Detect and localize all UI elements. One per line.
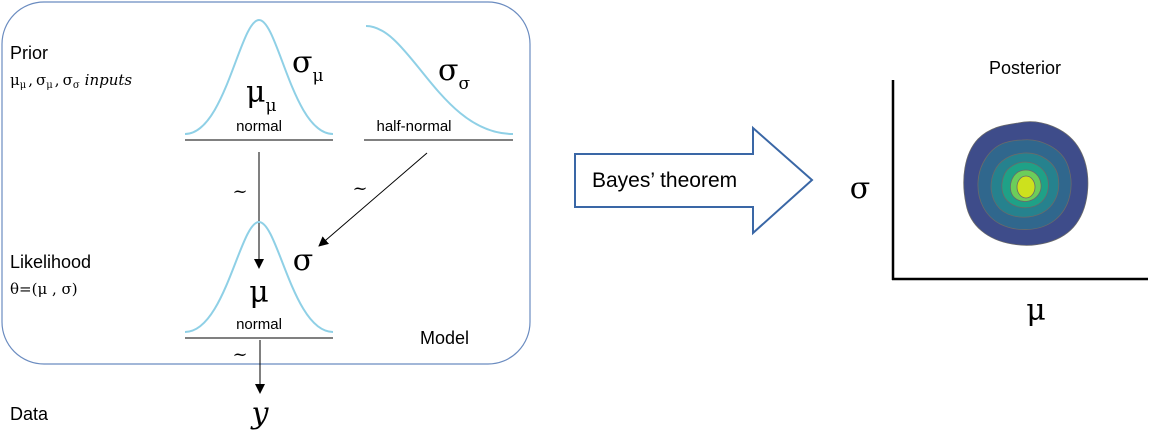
tilde-data-edge: ~ — [232, 344, 247, 365]
edge-sigma-prior-to-likelihood — [318, 152, 428, 247]
likelihood-sigma-symbol: σ — [293, 243, 313, 278]
likelihood-theta: θ=(μ , σ) — [10, 280, 78, 298]
posterior-xlabel: μ — [1026, 293, 1046, 328]
prior-sigma-sigma-symbol: σσ — [438, 53, 470, 94]
bayes-theorem-arrow — [574, 125, 814, 236]
data-y-symbol: y — [250, 396, 270, 431]
prior-mu-mu-symbol: μμ — [246, 75, 277, 116]
posterior-title: Posterior — [989, 58, 1061, 78]
tilde-mu-edge: ~ — [232, 181, 247, 202]
likelihood-normal-label: normal — [236, 316, 282, 333]
prior-normal-label: normal — [236, 118, 282, 135]
data-label: Data — [10, 404, 49, 424]
prior-inputs: μμ, σμ, σσ inputs — [10, 71, 132, 91]
prior-half-normal-label: half-normal — [376, 118, 451, 135]
prior-label: Prior — [10, 43, 48, 63]
prior-half-normal-curve — [365, 25, 514, 135]
tilde-sigma-edge: ~ — [352, 178, 367, 199]
model-label: Model — [420, 328, 469, 348]
likelihood-mu-symbol: μ — [249, 275, 269, 310]
posterior-contour-6 — [1016, 175, 1036, 199]
bayes-theorem-label: Bayes’ theorem — [592, 169, 737, 192]
model-box — [1, 1, 531, 365]
posterior-density-contours — [963, 121, 1089, 246]
prior-normal-curve — [184, 18, 334, 135]
likelihood-normal-curve — [184, 220, 334, 333]
likelihood-label: Likelihood — [10, 252, 91, 272]
posterior-ylabel: σ — [850, 171, 870, 206]
prior-sigma-mu-symbol: σμ — [292, 45, 324, 86]
